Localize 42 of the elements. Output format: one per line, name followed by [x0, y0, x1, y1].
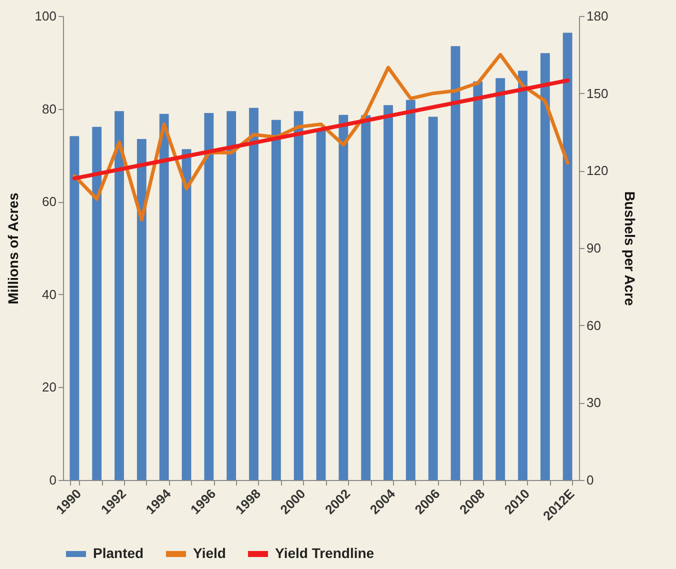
legend-label: Yield Trendline: [275, 545, 374, 561]
y2-tick-label: 150: [586, 86, 608, 101]
bar: [226, 111, 236, 480]
bar: [136, 138, 146, 480]
bar: [114, 111, 124, 480]
y-tick-label: 20: [42, 380, 56, 395]
bar: [249, 108, 258, 480]
bar: [92, 126, 102, 480]
y2-tick-label: 180: [586, 8, 608, 24]
bar: [428, 116, 438, 480]
y2-tick-label: 60: [586, 318, 601, 333]
bar: [316, 128, 326, 480]
legend-label: Yield: [193, 545, 226, 561]
legend-label: Planted: [93, 545, 144, 561]
bar: [271, 120, 281, 480]
y-tick-label: 60: [42, 194, 56, 210]
y2-tick-label: 90: [586, 240, 601, 256]
y2-tick-label: 30: [586, 395, 601, 410]
bar: [384, 105, 393, 480]
bar: [361, 115, 371, 480]
bar: [562, 32, 572, 480]
bar: [406, 100, 416, 480]
y-tick-label: 40: [42, 286, 56, 302]
bar: [204, 112, 214, 480]
bar: [338, 114, 348, 480]
bar: [70, 136, 80, 480]
bar: [159, 114, 169, 480]
bar: [450, 46, 460, 480]
bar: [496, 78, 506, 480]
bar: [518, 70, 528, 480]
y-tick-label: 80: [42, 101, 56, 116]
y2-axis-title: Bushels per Acre: [622, 191, 638, 306]
bar: [473, 81, 483, 480]
bar: [540, 53, 550, 480]
y-tick-label: 100: [34, 8, 56, 24]
bar: [294, 111, 304, 480]
y2-tick-label: 0: [586, 472, 594, 488]
y-axis-title: Millions of Acres: [4, 192, 21, 304]
y-tick-label: 0: [49, 472, 56, 488]
y2-tick-label: 120: [586, 163, 608, 178]
line-series: [72, 52, 570, 222]
bar: [182, 149, 192, 480]
